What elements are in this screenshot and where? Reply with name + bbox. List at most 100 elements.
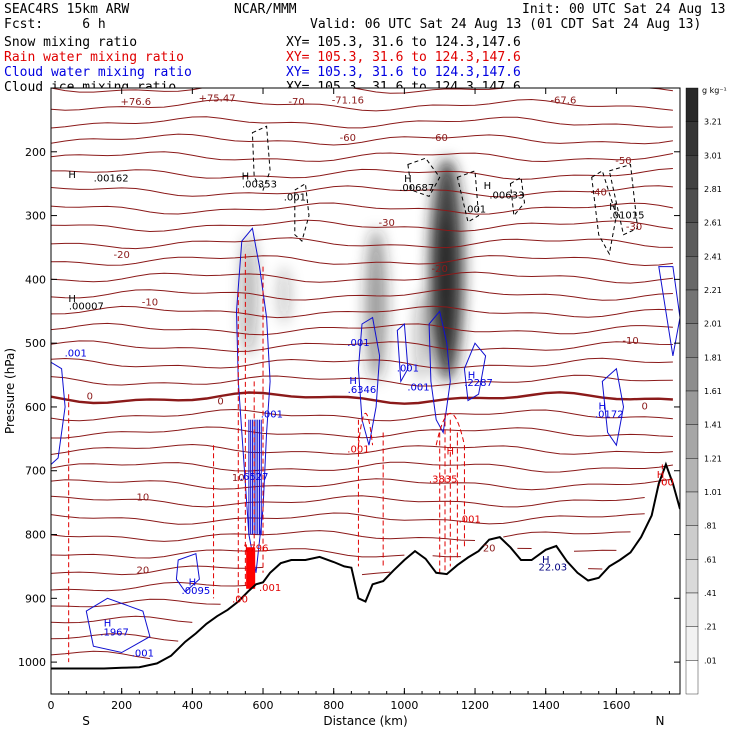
colorbar-label: 2.81 [704,185,722,194]
temperature-line [51,151,673,163]
terrain-profile [51,461,680,670]
temperature-line [51,185,673,198]
colorbar-swatch [685,155,699,190]
temperature-label: -67.6 [550,95,576,106]
temperature-label: -71.16 [332,95,364,106]
hydrometeor-label: .001 [397,363,419,374]
hydrometeor-label: .00 [232,594,248,605]
temperature-line [51,461,673,473]
y-tick-label: 1000 [18,656,46,669]
temperature-line [51,271,673,284]
hydrometeor-label: .1967 [100,627,129,638]
colorbar-swatch [685,491,699,526]
contour-labels: +76.6 +75.47 -71.16 -67.6 -70 -60 -60 -50 -40 -30… [65,94,674,660]
field-snow-xy: XY= 105.3, 31.6 to 124.3,147.6 [286,35,521,50]
cloud-ice-contour [509,176,526,217]
colorbar-label: .21 [704,623,717,632]
temperature-line [51,340,673,353]
hydrometeor-label: .00 [658,478,674,489]
x-tick-label: 1600 [602,699,630,712]
snow-plume [278,266,291,325]
colorbar-swatch [685,323,699,358]
hydrometeor-label: .0172 [595,409,624,420]
temperature-line [51,305,673,319]
cloud-water-contour [51,361,66,466]
temperature-contours [51,88,673,660]
hydrometeor-label: .00007 [69,302,104,313]
colorbar-swatch [685,424,699,459]
snow-plume [365,228,388,382]
snow-plume [415,292,430,382]
hydrometeor-label: .001 [347,444,369,455]
axes: 0 200 400 600 800 1000 1200 1400 160020030040050… [3,87,681,728]
plot-frame [50,87,681,695]
colorbar-label: .41 [704,589,717,598]
colorbar-label: .61 [704,555,717,564]
colorbar-label: 2.21 [704,286,722,295]
hydrometeor-label: .001 [132,649,154,660]
cloud-water-contour [428,310,451,435]
temperature-line [51,219,673,233]
temperature-line [51,426,673,439]
temperature-label: 0 [641,402,647,413]
cloud-ice-contour [608,163,639,236]
hydrometeor-label: .00353 [242,180,277,191]
hydrometeor-label: H [404,174,412,185]
colorbar-label: 1.41 [704,421,722,430]
colorbar-swatch [685,357,699,392]
temperature-label: -70 [288,97,304,108]
colorbar-swatch [685,222,699,257]
hydrometeor-label: H [609,202,617,213]
colorbar-label: 1.01 [704,488,722,497]
temperature-label: -20 [114,250,130,261]
cloud-water-contour [396,322,409,384]
temperature-line [51,88,673,94]
temperature-line [51,98,673,112]
temperature-line [51,357,673,369]
snow-plume [240,234,257,356]
south-label: S [82,714,90,728]
rain-water-contours [68,253,663,663]
hydrometeor-label: .00687 [399,183,434,194]
cloud-ice-contour [294,182,310,243]
temperature-label: -10 [622,336,638,347]
colorbar-label: 1.21 [704,454,722,463]
temperature-line [51,547,617,559]
y-tick-label: 200 [25,146,46,159]
temperature-line [51,255,673,267]
hydrometeor-label: .001 [459,515,481,526]
temperature-label: -60 [432,133,448,144]
temperature-line [51,116,673,129]
temperature-label: 0 [217,397,223,408]
hydrometeor-label: .001 [65,349,87,360]
hydrometeor-label: .001 [407,383,429,394]
hydrometeor-label: .3835 [429,474,458,485]
center-name: NCAR/MMM [234,2,297,17]
field-snow-name: Snow mixing ratio [4,35,138,50]
colorbar-swatch [685,458,699,493]
x-tick-label: 200 [111,699,132,712]
terrain-line [51,461,680,670]
colorbar-label: 3.01 [704,151,722,160]
x-tick-label: 800 [323,699,344,712]
colorbar-label: 3.21 [704,118,722,127]
hydrometeor-label: .001 [464,205,486,216]
cloud-water-contour [175,553,200,593]
x-tick-label: 400 [182,699,203,712]
hydrometeor-label: .6527 [240,472,269,483]
snow-plume [432,215,455,356]
plot-background [51,88,680,694]
field-cloud-water-xy: XY= 105.3, 31.6 to 124.3,147.6 [286,65,521,80]
temperature-line [51,565,603,576]
hydrometeor-label: H [68,294,76,305]
field-cloud-water-name: Cloud water mixing ratio [4,65,192,80]
temperature-label: -30 [379,218,395,229]
rain-water-contour [357,412,374,446]
temperature-label: -60 [340,133,356,144]
hydrometeor-label: .001 [261,409,283,420]
hydrometeor-label: H [447,446,455,457]
cloud-water-contour [601,367,625,447]
temperature-line [51,615,193,624]
colorbar: 3.21 3.01 2.81 2.61 2.41 2.21 2.01 1.81 1.61 1.41… [685,86,727,695]
colorbar-swatch [685,559,699,594]
